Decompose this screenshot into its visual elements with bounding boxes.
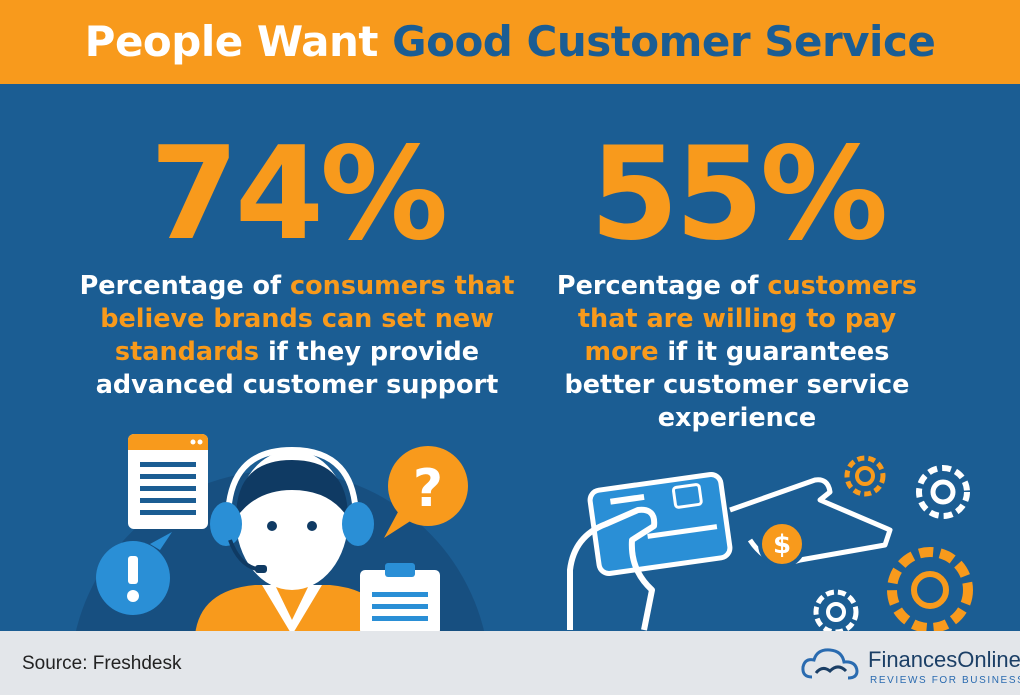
title-banner: People Want Good Customer Service: [0, 0, 1020, 84]
desc-part: if it guarantees better customer service…: [564, 337, 910, 433]
exclamation-bubble-icon: [96, 532, 172, 615]
stat-value: 74%: [149, 120, 448, 269]
coin-hand-icon: $: [729, 477, 893, 568]
gear-icon: [813, 455, 973, 635]
stat-value: 55%: [589, 120, 888, 269]
browser-window-icon: [128, 434, 208, 529]
page-title: People Want Good Customer Service: [0, 0, 1020, 84]
desc-part: if they provide advanced customer suppor…: [95, 337, 499, 400]
title-blue-part: Good Customer Service: [392, 17, 936, 66]
brand-tagline: REVIEWS FOR BUSINESS: [870, 675, 1020, 686]
stat-description: Percentage of consumers that believe bra…: [57, 270, 537, 402]
clipboard-icon: [360, 563, 440, 635]
desc-part: Percentage of: [556, 271, 768, 301]
credit-card-hand-icon: [567, 472, 733, 631]
svg-text:?: ?: [413, 459, 443, 519]
support-agent-icon: [195, 446, 392, 635]
cloud-logo-icon: [801, 648, 859, 680]
support-illustration: ?: [75, 434, 485, 635]
svg-text:$: $: [773, 530, 791, 560]
title-white-part: People Want: [84, 17, 379, 66]
footer: Source: Freshdesk FinancesOnline REVIEWS…: [0, 631, 1020, 695]
stat-consumers: 74% Percentage of consumers that believe…: [57, 120, 537, 402]
payment-illustration: $: [567, 455, 973, 635]
stat-description: Percentage of customers that are willing…: [497, 270, 977, 435]
brand-name: FinancesOnline: [868, 647, 1020, 672]
desc-part: Percentage of: [79, 271, 291, 301]
source-text: Source: Freshdesk: [22, 653, 182, 674]
desc-highlight: consumers that believe brands can set ne…: [100, 271, 515, 367]
question-bubble-icon: ?: [384, 446, 468, 538]
desc-highlight: customers that are willing to pay more: [577, 271, 918, 367]
stat-customers: 55% Percentage of customers that are wil…: [497, 120, 977, 435]
